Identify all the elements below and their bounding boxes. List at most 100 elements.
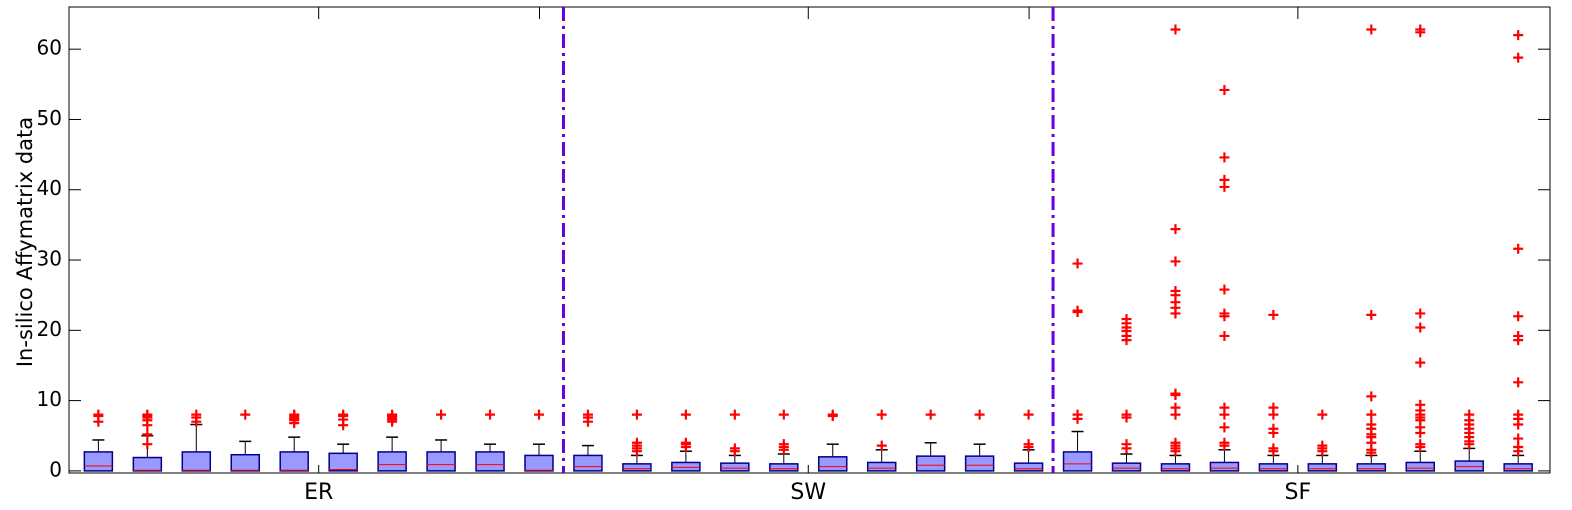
box-30 xyxy=(1503,30,1533,472)
box-body xyxy=(1111,462,1142,472)
outlier-marker xyxy=(680,437,691,448)
box-body xyxy=(1454,460,1484,472)
box-8 xyxy=(426,409,456,472)
outlier-marker xyxy=(974,409,985,420)
box-body xyxy=(915,455,946,472)
outlier-marker xyxy=(191,409,202,420)
plot-frame xyxy=(68,6,1551,474)
outlier-marker xyxy=(436,409,447,420)
box-body xyxy=(1405,461,1436,472)
outlier-marker xyxy=(1219,422,1230,433)
outlier-marker xyxy=(778,439,789,450)
y-tick-label: 0 xyxy=(49,457,62,481)
box-14 xyxy=(720,409,750,472)
box-body xyxy=(720,462,750,472)
outlier-marker xyxy=(1219,152,1230,163)
outlier-marker xyxy=(1513,30,1524,41)
y-axis-title: In-silico Affymatrix data xyxy=(13,117,37,367)
outlier-marker xyxy=(1219,174,1230,185)
y-tick-label: 20 xyxy=(37,317,62,341)
group-label: SF xyxy=(1285,480,1312,505)
outlier-marker xyxy=(1268,443,1279,454)
box-5 xyxy=(279,409,309,472)
y-tick-label: 50 xyxy=(37,106,62,130)
outlier-marker xyxy=(240,409,251,420)
box-body xyxy=(279,451,309,472)
box-body xyxy=(964,455,995,472)
box-body xyxy=(573,454,603,472)
outlier-marker xyxy=(1366,24,1377,35)
outlier-marker xyxy=(485,409,496,420)
outlier-marker xyxy=(1170,285,1181,296)
y-tick-label: 40 xyxy=(37,176,62,200)
box-body xyxy=(866,461,897,472)
group-label: ER xyxy=(304,480,333,505)
outlier-marker xyxy=(1219,402,1230,413)
outlier-marker xyxy=(925,409,936,420)
box-22 xyxy=(1111,314,1142,472)
box-body xyxy=(818,456,848,472)
box-11 xyxy=(573,409,603,472)
box-6 xyxy=(328,409,358,472)
outlier-marker xyxy=(93,409,104,420)
outlier-marker xyxy=(827,409,838,420)
outlier-marker xyxy=(1072,258,1083,269)
box-body xyxy=(1209,461,1240,472)
outlier-marker xyxy=(1170,24,1181,35)
box-body xyxy=(83,451,114,472)
outlier-marker xyxy=(1170,437,1181,448)
outlier-marker xyxy=(1415,399,1426,410)
outlier-marker xyxy=(1121,314,1132,325)
box-7 xyxy=(377,409,407,472)
outlier-marker xyxy=(876,409,887,420)
outlier-marker xyxy=(631,437,642,448)
box-26 xyxy=(1307,409,1338,472)
y-tick-label: 10 xyxy=(37,387,62,411)
box-body xyxy=(426,451,456,472)
outlier-marker xyxy=(1268,423,1279,434)
outlier-marker xyxy=(1219,308,1230,319)
box-18 xyxy=(915,409,946,472)
box-body xyxy=(328,452,358,472)
box-body xyxy=(1062,451,1093,472)
outlier-marker xyxy=(534,409,545,420)
outlier-marker xyxy=(876,440,887,451)
box-28 xyxy=(1405,24,1436,472)
box-20 xyxy=(1013,409,1044,472)
outlier-marker xyxy=(289,409,300,420)
outlier-marker xyxy=(1366,409,1377,420)
outlier-marker xyxy=(1366,419,1377,430)
outlier-marker xyxy=(142,439,153,450)
box-2 xyxy=(132,409,163,472)
box-body xyxy=(1356,463,1387,472)
outlier-marker xyxy=(1219,84,1230,95)
box-body xyxy=(1307,463,1338,472)
box-body xyxy=(475,451,505,472)
box-23 xyxy=(1160,24,1191,472)
outlier-marker xyxy=(1121,439,1132,450)
outlier-marker xyxy=(338,409,349,420)
outlier-marker xyxy=(1513,441,1524,452)
box-13 xyxy=(671,409,701,472)
outlier-marker xyxy=(1415,357,1426,368)
box-10 xyxy=(524,409,554,472)
outlier-marker xyxy=(1023,439,1034,450)
box-body xyxy=(377,451,407,472)
outlier-marker xyxy=(1023,409,1034,420)
outlier-marker xyxy=(1415,322,1426,333)
box-1 xyxy=(83,409,114,472)
y-tick-label: 60 xyxy=(37,36,62,60)
outlier-marker xyxy=(1513,311,1524,322)
box-body xyxy=(1258,463,1289,472)
plot-area: 0 10 20 30 40 50 60 ER SW SF xyxy=(37,6,1551,505)
outlier-marker xyxy=(1170,388,1181,399)
outlier-marker xyxy=(1366,391,1377,402)
box-19 xyxy=(964,409,995,472)
outlier-marker xyxy=(142,409,153,420)
box-3 xyxy=(181,409,212,472)
box-29 xyxy=(1454,409,1484,472)
outlier-marker xyxy=(1366,309,1377,320)
outlier-marker xyxy=(680,409,691,420)
box-body xyxy=(1503,463,1533,472)
